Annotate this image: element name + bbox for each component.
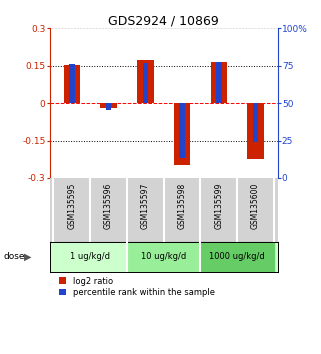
Text: 10 ug/kg/d: 10 ug/kg/d	[141, 252, 186, 261]
Text: ▶: ▶	[24, 252, 31, 262]
Bar	[100, 103, 117, 108]
Bar	[211, 62, 227, 103]
Text: dose: dose	[3, 252, 25, 261]
Legend: log2 ratio, percentile rank within the sample: log2 ratio, percentile rank within the s…	[58, 276, 215, 297]
Bar	[64, 65, 80, 103]
Bar	[247, 103, 264, 159]
Bar	[179, 103, 185, 158]
Bar	[253, 103, 258, 142]
Text: GSM135599: GSM135599	[214, 183, 223, 229]
Text: 1000 ug/kg/d: 1000 ug/kg/d	[209, 252, 265, 261]
Title: GDS2924 / 10869: GDS2924 / 10869	[108, 14, 219, 27]
Bar	[137, 60, 154, 103]
Bar	[106, 103, 111, 110]
Text: GSM135600: GSM135600	[251, 183, 260, 229]
Text: 1 ug/kg/d: 1 ug/kg/d	[70, 252, 110, 261]
Bar	[69, 64, 74, 103]
Bar	[143, 63, 148, 103]
Bar	[174, 103, 190, 165]
Text: GSM135595: GSM135595	[67, 183, 76, 229]
Text: GSM135596: GSM135596	[104, 183, 113, 229]
Text: GSM135597: GSM135597	[141, 183, 150, 229]
Bar	[216, 63, 221, 103]
Text: GSM135598: GSM135598	[178, 183, 187, 229]
